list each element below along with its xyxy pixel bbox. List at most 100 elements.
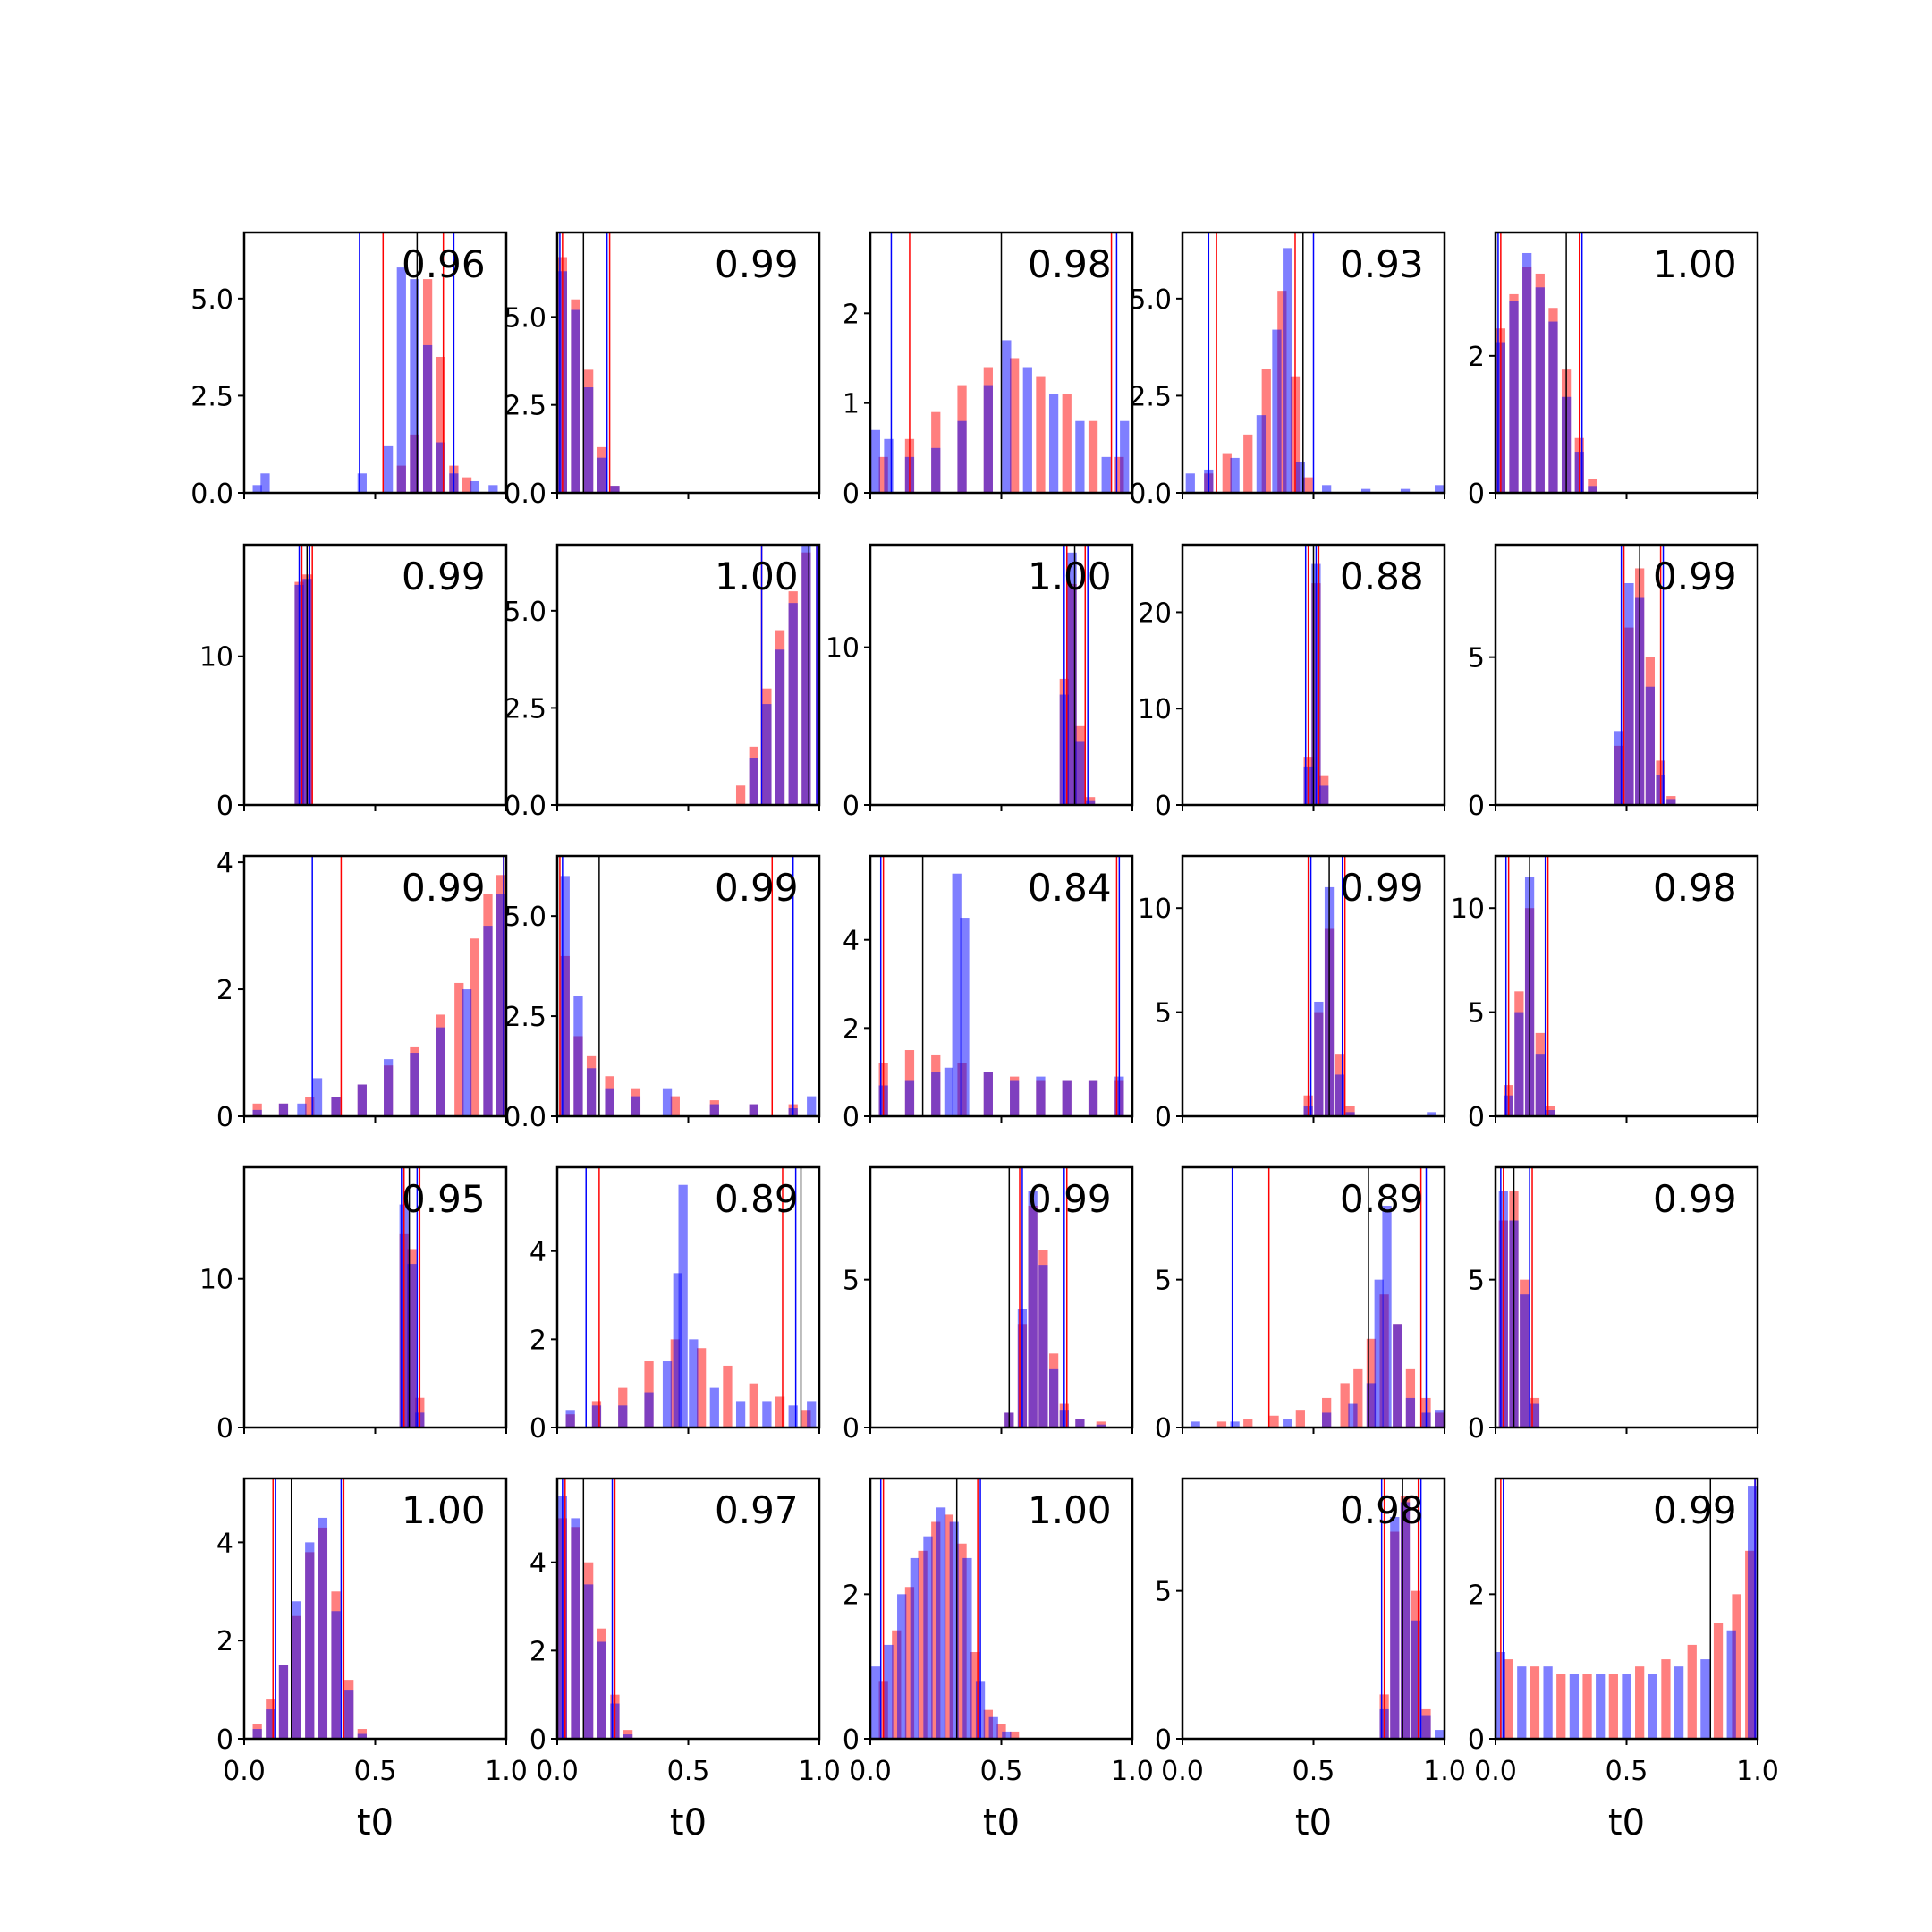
plot-area	[735, 545, 818, 805]
y-tick-label: 0	[1468, 1724, 1485, 1756]
plot-area	[878, 856, 1124, 1116]
red-bar	[1277, 291, 1287, 493]
blue-bar	[1230, 1421, 1240, 1428]
y-tick-label: 0	[1468, 791, 1485, 822]
red-bar	[1340, 1383, 1350, 1428]
score-label: 0.99	[1028, 1177, 1112, 1221]
y-tick-label: 0	[216, 1102, 233, 1133]
blue-bar	[436, 1027, 445, 1116]
panel-2: 0.0 2.5 5.0 0.99	[504, 231, 821, 510]
blue-bar	[788, 603, 798, 805]
blue-bar	[1085, 800, 1096, 805]
score-label: 0.99	[715, 242, 799, 286]
blue-bar	[1256, 415, 1267, 493]
blue-bar	[1096, 1424, 1106, 1428]
blue-bar	[410, 279, 419, 493]
y-tick-label: 5	[843, 1266, 860, 1297]
plot-area	[1496, 1479, 1758, 1739]
panel-15: 0 5 10 0.98	[1451, 854, 1759, 1133]
y-tick-label: 0	[1468, 1102, 1485, 1133]
plot-area	[1059, 545, 1096, 805]
blue-bar	[1435, 485, 1445, 493]
blue-bar	[344, 1690, 354, 1739]
plot-area	[1504, 856, 1555, 1116]
red-bar	[904, 1587, 915, 1739]
score-label: 1.00	[402, 1488, 486, 1532]
blue-bar	[318, 1517, 328, 1739]
blue-bar	[1010, 1080, 1020, 1116]
blue-bar	[931, 447, 941, 493]
y-tick-label: 0	[1155, 1724, 1172, 1756]
x-tick-label: 0.5	[980, 1756, 1023, 1787]
score-label: 0.99	[1653, 1488, 1737, 1532]
y-tick-label: 5	[1468, 643, 1485, 674]
panel-9: 0 10 20 0.88	[1138, 543, 1446, 822]
blue-bar	[305, 1542, 315, 1739]
y-tick-label: 4	[530, 1548, 547, 1580]
plot-area	[557, 1479, 633, 1739]
blue-bar	[1569, 1674, 1580, 1739]
blue-bar	[1509, 301, 1519, 493]
blue-bar	[591, 1405, 602, 1428]
score-label: 1.00	[715, 555, 799, 598]
red-bar	[1222, 453, 1232, 493]
blue-bar	[870, 429, 880, 493]
plot-area	[870, 1479, 1020, 1739]
score-label: 0.99	[402, 866, 486, 910]
plot-area	[559, 856, 817, 1116]
blue-bar	[870, 1666, 880, 1739]
blue-bar	[1390, 1516, 1400, 1739]
blue-bar	[1382, 1205, 1392, 1428]
y-tick-label: 0.0	[504, 1102, 547, 1133]
blue-bar	[762, 1401, 772, 1428]
red-bar	[305, 1097, 315, 1116]
blue-bar	[983, 1072, 993, 1116]
y-tick-label: 2.5	[504, 391, 547, 422]
blue-bar	[436, 442, 445, 493]
blue-bar	[1345, 1112, 1355, 1116]
blue-bar	[357, 1084, 367, 1116]
blue-bar	[1075, 741, 1085, 805]
blue-bar	[1075, 1419, 1085, 1428]
red-bar	[1530, 1666, 1540, 1739]
y-tick-label: 0	[1155, 1413, 1172, 1445]
blue-bar	[496, 894, 506, 1116]
red-bar	[1261, 369, 1271, 493]
blue-bar	[384, 1059, 394, 1116]
x-tick-label: 1.0	[485, 1756, 528, 1787]
y-tick-label: 0	[1468, 1413, 1485, 1445]
blue-bar	[1548, 321, 1558, 493]
blue-bar	[1400, 1502, 1411, 1739]
blue-bar	[1624, 582, 1634, 805]
blue-bar	[1038, 1265, 1048, 1428]
blue-bar	[884, 1644, 894, 1739]
plot-area	[1004, 1167, 1106, 1428]
blue-bar	[1360, 488, 1371, 493]
y-tick-label: 5.0	[504, 597, 547, 628]
score-label: 0.98	[1653, 866, 1737, 910]
plot-area	[1303, 856, 1436, 1116]
y-tick-label: 5.0	[191, 284, 233, 316]
y-tick-label: 0	[530, 1724, 547, 1756]
x-tick-label: 0.0	[536, 1756, 579, 1787]
blue-bar	[1002, 1731, 1012, 1739]
y-tick-label: 5	[1155, 1577, 1172, 1608]
blue-bar	[278, 1665, 289, 1739]
panel-7: 0.0 2.5 5.0 1.00	[504, 543, 821, 822]
red-bar	[723, 1365, 733, 1428]
y-tick-label: 10	[199, 642, 233, 674]
panels-group: 0.0 2.5 5.0 0.96 0.0 2.5 5.0 0.99 0 1 2 0.98 0.0 2.5 5…	[191, 231, 1779, 1843]
blue-bar	[571, 309, 580, 493]
blue-bar	[571, 1518, 580, 1739]
panel-24: 0 5 0.0 0.5 1.0 t0 0.98	[1155, 1477, 1466, 1843]
y-tick-label: 2.5	[504, 1002, 547, 1033]
red-bar	[1661, 1659, 1671, 1739]
blue-bar	[1185, 473, 1195, 493]
blue-bar	[584, 1584, 594, 1739]
panel-20: 050.99	[1468, 1165, 1759, 1445]
y-tick-label: 0	[1155, 791, 1172, 822]
y-tick-label: 0.0	[191, 479, 233, 510]
blue-bar	[1374, 1279, 1384, 1428]
red-bar	[735, 785, 746, 805]
